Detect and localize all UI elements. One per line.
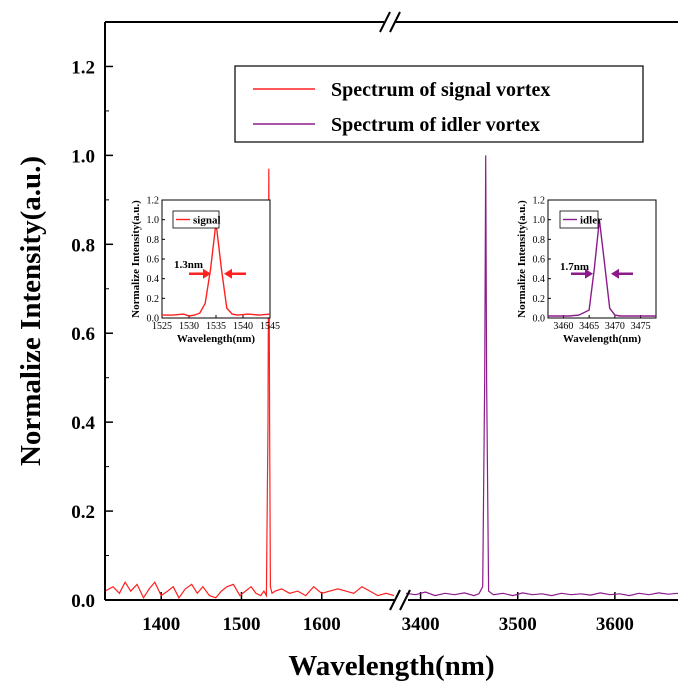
- inset-legend-box: [559, 210, 599, 229]
- inset-y-tick-label: 1.0: [533, 215, 546, 226]
- fwhm-arrowhead-left: [585, 268, 593, 279]
- axis-break-mark: [379, 11, 391, 33]
- legend-label: Spectrum of idler vortex: [331, 114, 540, 136]
- inset-y-tick-label: 1.0: [147, 215, 160, 226]
- axis-break-mark: [389, 11, 401, 33]
- inset-x-tick-label: 1545: [260, 321, 280, 332]
- inset-signal: 0.0 0.2 0.4 0.6 0.8 1.0 1.2 1525 1530 1535 1540 154…: [130, 196, 280, 346]
- inset-legend-box: [172, 210, 220, 229]
- inset-x-tick-label: 1530: [179, 321, 199, 332]
- inset-x-axis-label: Wavelength(nm): [563, 333, 642, 345]
- inset-y-tick-label: 0.2: [147, 294, 160, 305]
- inset-x-tick-label: 1525: [152, 321, 172, 332]
- legend-box: [234, 65, 644, 143]
- inset-y-tick-label: 0.0: [533, 314, 546, 325]
- fwhm-arrowhead-left: [203, 268, 211, 279]
- inset-y-tick-label: 0.6: [147, 255, 160, 266]
- inset-y-tick-label: 0.4: [533, 274, 546, 285]
- inset-series-line: [162, 222, 271, 317]
- inset-series-line: [548, 219, 656, 317]
- inset-y-tick-label: 0.8: [533, 235, 546, 246]
- inset-y-tick-label: 1.2: [533, 196, 546, 207]
- main-plot-area: 0.0 0.2 0.4 0.6 0.8 1.0 1.2 1400 1500 1600 3400 350…: [15, 11, 678, 682]
- inset-x-tick-label: 3465: [579, 321, 599, 332]
- y-tick-label: 0.6: [71, 324, 95, 345]
- inset-y-tick-label: 1.2: [147, 196, 160, 207]
- inset-x-tick-label: 3460: [553, 321, 573, 332]
- x-tick-label: 1500: [222, 614, 260, 635]
- inset-legend-label: signal: [193, 215, 221, 227]
- series-line: [405, 155, 678, 597]
- x-tick-label: 3500: [499, 614, 537, 635]
- y-axis-label: Normalize Intensity(a.u.): [15, 156, 47, 466]
- axis-break-mark: [399, 589, 411, 611]
- x-tick-label: 3400: [402, 614, 440, 635]
- inset-x-tick-label: 1540: [233, 321, 253, 332]
- inset-y-tick-label: 0.2: [533, 294, 546, 305]
- inset-y-axis-label: Normalize Intensity(a.u.): [516, 200, 528, 318]
- inset-y-tick-label: 0.4: [147, 274, 160, 285]
- inset-y-tick-label: 0.8: [147, 235, 160, 246]
- y-tick-label: 1.0: [71, 146, 95, 167]
- x-tick-label: 1400: [142, 614, 180, 635]
- fwhm-arrowhead-right: [224, 268, 232, 279]
- series-line: [104, 168, 395, 600]
- inset-x-axis-label: Wavelength(nm): [177, 333, 256, 345]
- y-tick-label: 0.2: [71, 502, 95, 523]
- inset-x-tick-label: 1535: [206, 321, 226, 332]
- inset-x-tick-label: 3470: [605, 321, 625, 332]
- x-axis-label: Wavelength(nm): [288, 650, 494, 682]
- y-tick-label: 0.8: [71, 235, 95, 256]
- axis-break-mark: [389, 589, 401, 611]
- fwhm-label: 1.7nm: [560, 261, 589, 273]
- inset-y-tick-label: 0.6: [533, 255, 546, 266]
- legend: Spectrum of signal vortex Spectrum of idl…: [234, 65, 644, 143]
- fwhm-arrowhead-right: [611, 268, 619, 279]
- fwhm-label: 1.3nm: [174, 259, 203, 271]
- y-tick-label: 0.4: [71, 413, 95, 434]
- x-tick-label: 3600: [596, 614, 634, 635]
- y-tick-label: 1.2: [71, 57, 95, 78]
- y-tick-label: 0.0: [71, 591, 95, 612]
- inset-legend-label: idler: [580, 215, 602, 227]
- legend-label: Spectrum of signal vortex: [331, 79, 550, 101]
- inset-y-axis-label: Normalize Intensity(a.u.): [130, 200, 142, 318]
- inset-x-tick-label: 3475: [631, 321, 651, 332]
- inset-idler: 0.0 0.2 0.4 0.6 0.8 1.0 1.2 3460 3465 3470 3475 idl…: [516, 196, 657, 345]
- x-tick-label: 1600: [303, 614, 341, 635]
- inset-y-tick-label: 0.0: [147, 314, 160, 325]
